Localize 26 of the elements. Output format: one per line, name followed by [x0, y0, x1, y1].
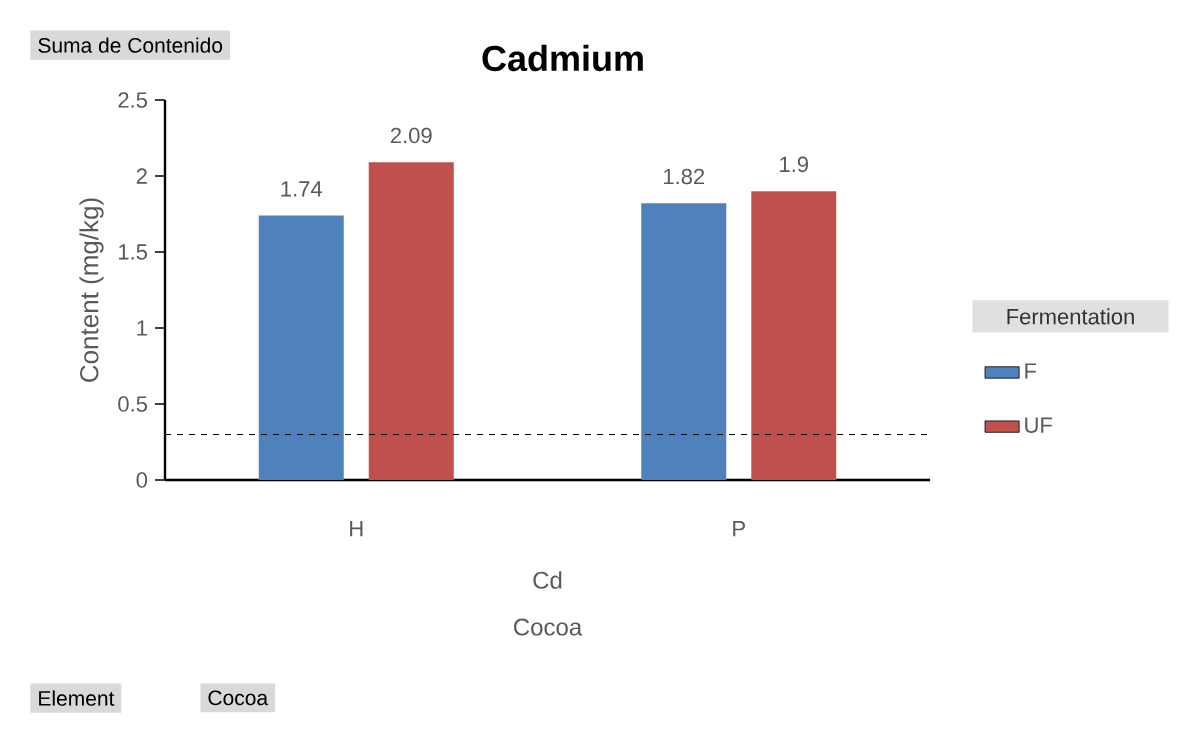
x-tick-label: P — [733, 521, 745, 537]
y-tick-label: 1 — [137, 320, 147, 336]
text: Cd — [533, 571, 562, 589]
y-tick-label: 2 — [136, 168, 147, 184]
x-axis-title: Cocoa — [514, 618, 583, 636]
x-tick-label: H — [350, 521, 363, 537]
data-label: 1.74 — [281, 181, 322, 197]
legend-label: F — [1025, 363, 1037, 379]
legend-label: UF — [1025, 417, 1052, 433]
text: Element — [39, 690, 115, 706]
data-label: 1.82 — [664, 168, 705, 185]
legend-title: Fermentation — [1007, 308, 1134, 325]
y-tick-label: 0 — [136, 472, 148, 488]
y-tick-label: 2.5 — [118, 92, 147, 108]
y-tick-label: 0.5 — [118, 396, 147, 412]
chart-title: Cadmium — [482, 44, 643, 72]
bar — [368, 162, 454, 480]
y-axis-title: Content (mg/kg) — [79, 198, 104, 382]
y-tick-label: 1.5 — [119, 244, 147, 260]
text: Cocoa — [208, 690, 269, 706]
bar — [641, 203, 727, 480]
data-label: 2.09 — [390, 127, 432, 144]
bar — [258, 215, 344, 480]
text: Suma de Contenido — [38, 37, 223, 53]
bar — [751, 191, 837, 480]
data-label: 1.9 — [780, 156, 809, 173]
